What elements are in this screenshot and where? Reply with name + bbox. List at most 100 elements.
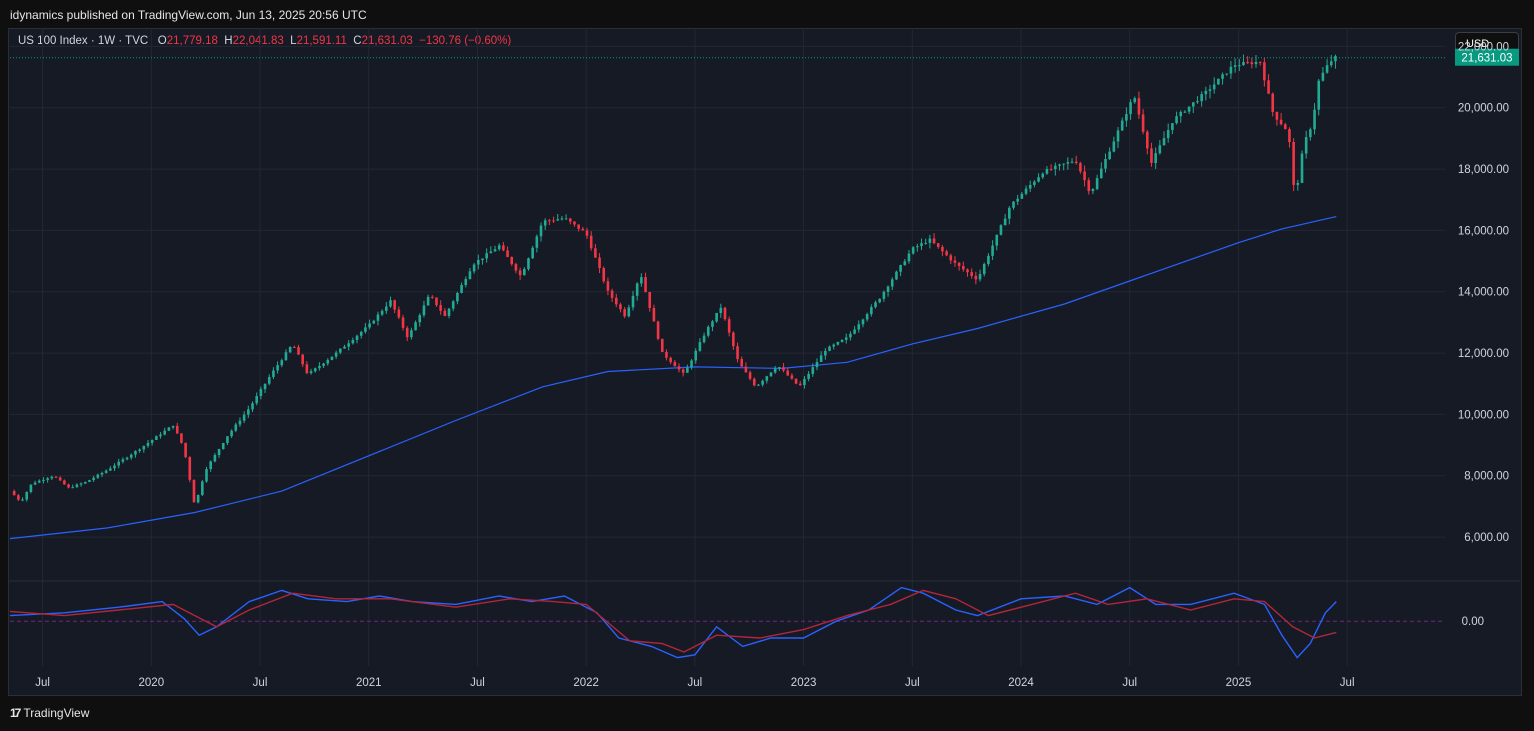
candle-up (1012, 201, 1015, 208)
candle-up (96, 474, 100, 478)
candle-up (857, 324, 861, 330)
candle-up (37, 480, 41, 483)
candle-down (184, 442, 187, 458)
candle-up (1104, 159, 1107, 169)
candle-up (1200, 94, 1203, 102)
candle-up (920, 243, 923, 247)
candle-down (518, 270, 522, 276)
candle-down (192, 479, 196, 503)
candle-up (226, 436, 229, 444)
candle-down (180, 433, 183, 443)
candle-down (67, 484, 70, 488)
candle-up (1233, 65, 1237, 67)
candle-up (1237, 65, 1241, 67)
candle-up (276, 365, 279, 371)
candle-up (355, 335, 359, 340)
candle-up (481, 258, 484, 261)
candle-up (1329, 61, 1333, 66)
candle-up (493, 249, 497, 252)
tradingview-logo-icon: 17 (10, 706, 21, 720)
symbol-name[interactable]: US 100 Index · 1W · TVC (18, 35, 149, 47)
candle-up (468, 271, 472, 280)
candle-up (1108, 151, 1111, 160)
candle-down (506, 250, 509, 258)
candle-down (962, 265, 965, 270)
candle-up (631, 295, 635, 308)
candle-up (1212, 84, 1216, 90)
candle-up (163, 430, 167, 435)
candle-down (736, 346, 739, 360)
candle-down (1083, 171, 1086, 181)
candle-up (522, 269, 526, 276)
oscillator-slow-line (9, 589, 1337, 653)
candle-up (284, 352, 288, 361)
candle-down (510, 257, 514, 265)
x-axis-tick-label: Jul (688, 677, 703, 689)
publisher-line: idynamics published on TradingView.com, … (10, 8, 367, 22)
candle-down (301, 354, 304, 365)
candle-up (159, 434, 162, 437)
candle-up (1133, 98, 1137, 103)
candle-up (1154, 153, 1157, 164)
candle-up (819, 355, 823, 363)
candle-up (414, 322, 417, 331)
candle-up (995, 234, 999, 246)
candle-up (907, 253, 911, 262)
low-label: L (290, 35, 297, 47)
candle-up (1041, 173, 1045, 178)
candle-up (769, 372, 773, 377)
candle-down (1258, 62, 1262, 64)
candle-up (844, 337, 848, 340)
candle-up (109, 468, 112, 471)
candle-up (485, 253, 488, 259)
candle-down (1141, 114, 1145, 132)
candle-up (849, 333, 852, 338)
candle-up (234, 424, 238, 431)
candle-up (886, 286, 890, 292)
candle-up (807, 373, 810, 379)
oscillator-tick-label: 0.00 (1462, 616, 1484, 628)
candle-down (798, 383, 802, 386)
candle-up (1317, 80, 1321, 110)
candle-down (681, 369, 685, 373)
candle-up (121, 459, 125, 462)
candle-up (1054, 165, 1057, 170)
candle-up (255, 396, 258, 404)
candle-up (999, 225, 1003, 235)
candle-down (63, 480, 66, 485)
candle-up (1058, 164, 1061, 166)
candle-down (1279, 119, 1283, 125)
candle-up (773, 368, 777, 373)
candle-up (1016, 198, 1019, 202)
candle-up (1296, 182, 1300, 185)
x-axis-tick-label: 2021 (356, 677, 382, 689)
candle-up (359, 331, 363, 336)
candle-up (924, 242, 927, 244)
last-price-label: 21,631.03 (1461, 53, 1512, 65)
candle-up (882, 291, 886, 299)
candle-up (242, 414, 246, 421)
candle-up (761, 380, 764, 385)
candle-down (1145, 131, 1149, 149)
candle-down (577, 224, 580, 229)
candle-down (970, 272, 973, 276)
candle-up (1045, 169, 1049, 174)
candle-down (606, 281, 610, 291)
candle-up (1125, 114, 1128, 121)
candle-up (1242, 62, 1245, 66)
candle-up (385, 306, 388, 311)
candle-up (803, 378, 806, 386)
y-axis-tick-label: 14,000.00 (1458, 287, 1509, 299)
candle-up (560, 218, 564, 220)
candle-up (150, 439, 154, 443)
tradingview-brand[interactable]: 17 TradingView (10, 706, 89, 720)
candle-down (669, 357, 672, 363)
candle-up (25, 492, 29, 500)
candle-up (640, 277, 643, 284)
candle-down (598, 257, 601, 269)
change-value: −130.76 (−0.60%) (419, 35, 512, 47)
candle-up (778, 367, 781, 369)
candle-up (870, 307, 873, 315)
candle-up (326, 359, 330, 364)
